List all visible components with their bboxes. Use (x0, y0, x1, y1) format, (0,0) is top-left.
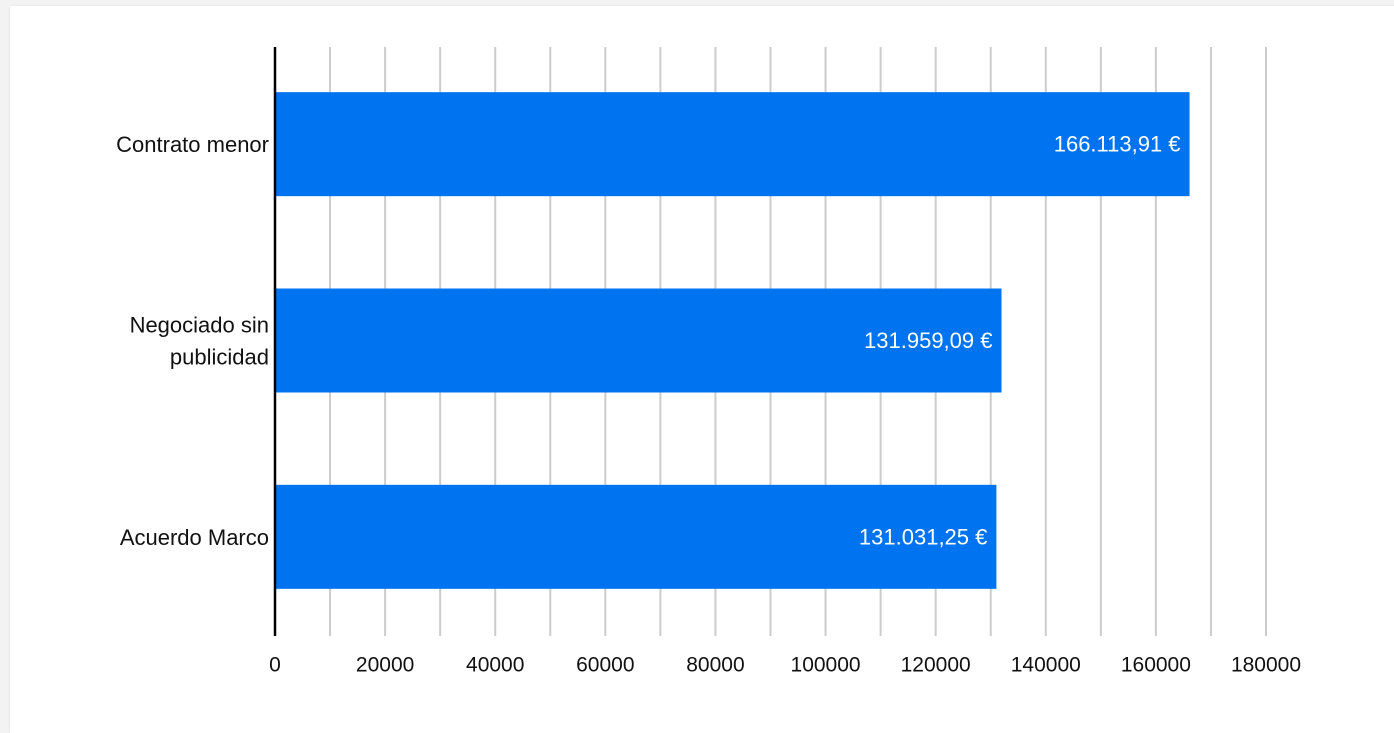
x-tick-label: 100000 (791, 654, 861, 677)
category-label-line: Negociado sin (130, 312, 269, 337)
data-label: 166.113,91 € (1054, 132, 1181, 157)
category-label: Contrato menor (116, 132, 269, 157)
category-label: Acuerdo Marco (120, 524, 269, 549)
x-tick-label: 20000 (356, 654, 414, 677)
data-label: 131.959,09 € (864, 328, 992, 353)
x-tick-label: 80000 (686, 654, 744, 677)
x-tick-label: 40000 (466, 654, 524, 677)
category-label-line: Acuerdo Marco (120, 524, 269, 549)
x-tick-label: 0 (269, 654, 281, 677)
bar (275, 92, 1190, 197)
x-tick-label: 120000 (901, 654, 971, 677)
x-tick-label: 140000 (1011, 654, 1081, 677)
bar (275, 288, 1002, 393)
x-tick-label: 160000 (1121, 654, 1191, 677)
data-label: 131.031,25 € (859, 524, 987, 549)
labels: 166.113,91 € Contrato menor 131.959,09 € Ne… (116, 132, 1301, 677)
category-label-line: publicidad (170, 344, 269, 369)
x-tick-label: 180000 (1231, 654, 1301, 677)
bar (275, 484, 997, 589)
x-tick-label: 60000 (576, 654, 634, 677)
bars (275, 92, 1190, 589)
category-label: Negociado sin publicidad (130, 312, 269, 369)
category-label-line: Contrato menor (116, 132, 269, 157)
